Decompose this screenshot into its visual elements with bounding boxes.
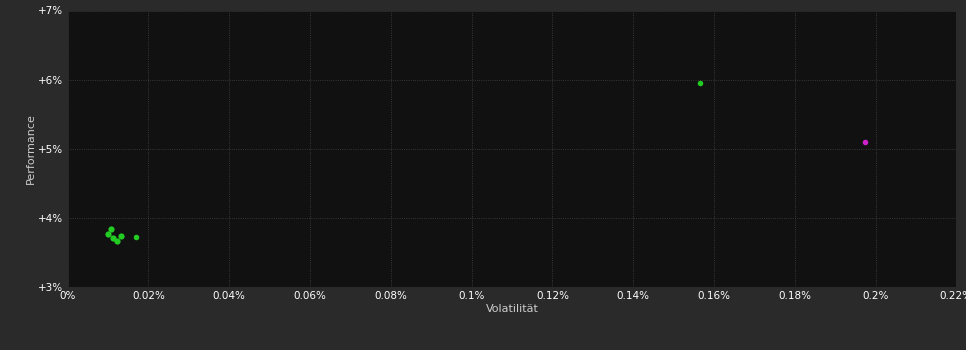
Point <box>103 226 119 232</box>
Point <box>100 231 116 237</box>
Point <box>114 233 129 239</box>
Point <box>105 235 121 241</box>
X-axis label: Volatilität: Volatilität <box>486 304 538 314</box>
Point <box>128 234 144 240</box>
Y-axis label: Performance: Performance <box>25 113 36 184</box>
Point <box>109 238 125 244</box>
Point <box>858 139 873 145</box>
Point <box>692 80 707 86</box>
